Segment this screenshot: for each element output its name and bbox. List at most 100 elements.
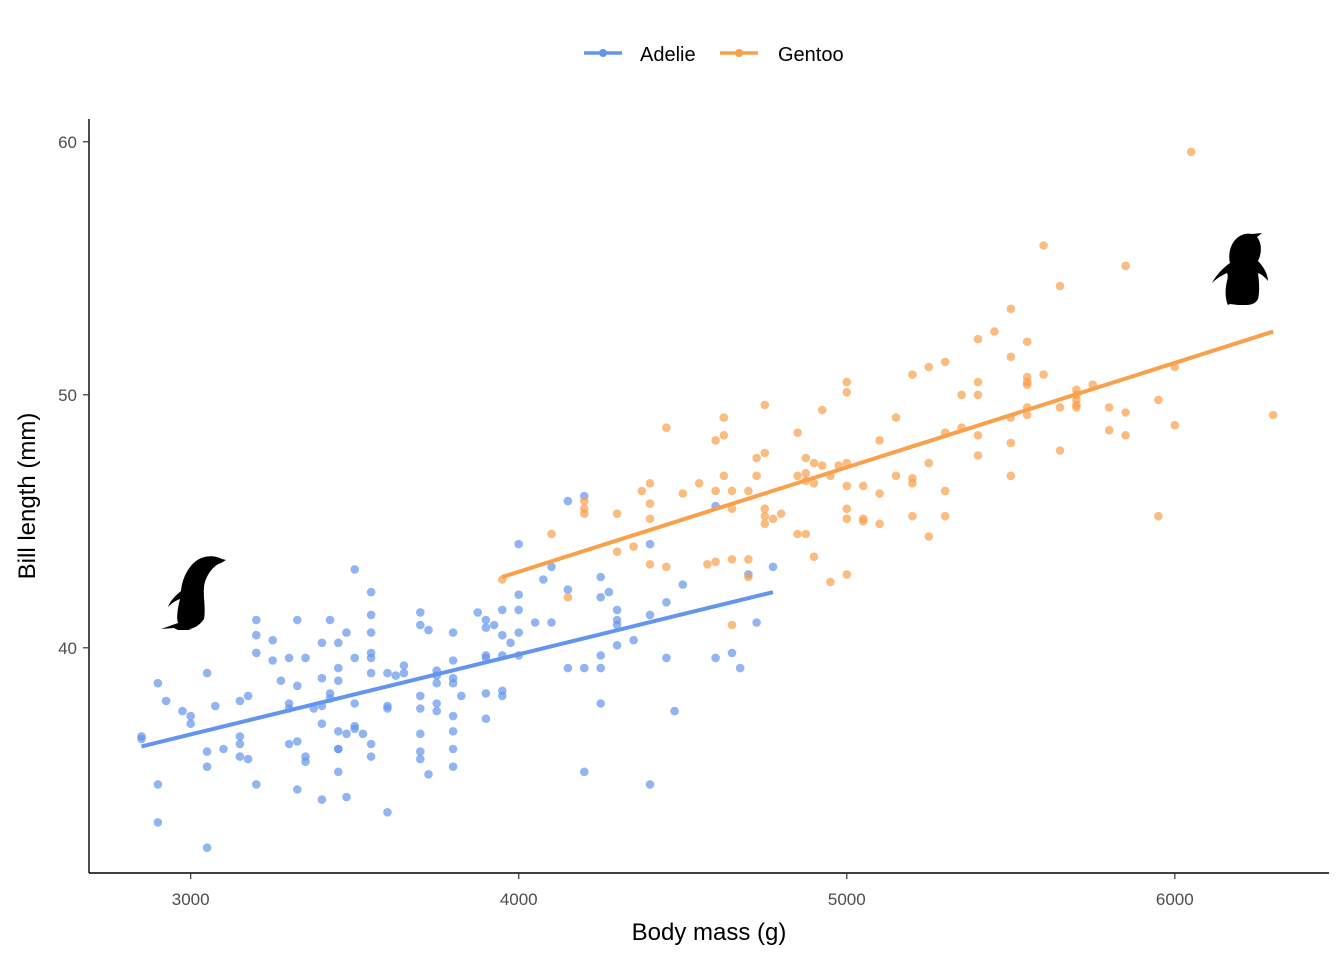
- data-point-adelie: [498, 630, 507, 640]
- trend-line-adelie: [141, 590, 774, 749]
- data-point-gentoo: [924, 532, 934, 541]
- data-point-adelie: [416, 754, 425, 764]
- data-point-adelie: [366, 628, 376, 637]
- legend-item-adelie: Adelie: [584, 44, 696, 66]
- data-point-adelie: [448, 711, 458, 721]
- y-tick-label: 60: [58, 133, 77, 152]
- data-point-adelie: [251, 780, 261, 789]
- data-point-gentoo: [793, 471, 802, 481]
- data-point-adelie: [662, 653, 671, 663]
- data-point-adelie: [350, 699, 360, 708]
- data-point-gentoo: [1154, 511, 1163, 521]
- data-point-adelie: [383, 704, 392, 713]
- data-point-adelie: [498, 691, 507, 701]
- data-point-adelie: [243, 754, 253, 764]
- data-point-adelie: [235, 752, 245, 761]
- data-point-adelie: [202, 668, 212, 678]
- data-point-adelie: [317, 673, 327, 683]
- data-point-adelie: [424, 770, 433, 779]
- data-point-adelie: [768, 562, 778, 572]
- data-point-gentoo: [793, 428, 802, 438]
- data-point-gentoo: [973, 390, 983, 400]
- data-point-adelie: [448, 727, 458, 736]
- data-point-adelie: [350, 565, 360, 574]
- data-point-adelie: [284, 653, 294, 663]
- data-point-adelie: [317, 795, 327, 804]
- data-point-adelie: [399, 661, 409, 670]
- data-point-adelie: [293, 785, 302, 794]
- data-point-gentoo: [908, 479, 917, 488]
- data-point-gentoo: [940, 511, 950, 521]
- data-point-gentoo: [1170, 420, 1180, 430]
- data-point-gentoo: [752, 471, 761, 481]
- data-point-gentoo: [637, 486, 647, 496]
- data-point-adelie: [670, 706, 679, 716]
- data-point-adelie: [391, 671, 401, 680]
- data-point-gentoo: [744, 555, 753, 564]
- data-point-adelie: [186, 719, 195, 728]
- data-point-gentoo: [973, 377, 983, 387]
- data-point-gentoo: [547, 529, 556, 539]
- data-point-adelie: [358, 729, 368, 739]
- data-point-adelie: [448, 678, 458, 688]
- data-point-gentoo: [891, 413, 901, 422]
- data-point-gentoo: [924, 458, 934, 468]
- data-point-adelie: [366, 668, 376, 678]
- data-point-adelie: [448, 744, 458, 754]
- data-point-adelie: [137, 734, 146, 744]
- data-point-gentoo: [744, 572, 753, 582]
- data-point-adelie: [612, 605, 622, 615]
- data-point-adelie: [235, 739, 245, 749]
- legend-label-gentoo: Gentoo: [778, 44, 844, 66]
- data-point-gentoo: [1006, 352, 1016, 362]
- data-point-gentoo: [719, 413, 729, 422]
- data-point-gentoo: [752, 453, 761, 463]
- data-point-gentoo: [612, 547, 622, 556]
- data-point-gentoo: [973, 431, 983, 440]
- data-point-gentoo: [1006, 304, 1016, 314]
- data-point-gentoo: [801, 453, 811, 463]
- data-point-gentoo: [1072, 403, 1081, 412]
- data-point-adelie: [489, 620, 499, 630]
- data-point-adelie: [366, 610, 376, 620]
- data-point-gentoo: [719, 431, 729, 440]
- data-point-gentoo: [760, 448, 770, 458]
- data-point-gentoo: [1104, 425, 1114, 435]
- data-point-adelie: [334, 727, 343, 736]
- data-point-gentoo: [842, 514, 852, 524]
- data-point-gentoo: [1121, 408, 1130, 417]
- data-point-adelie: [211, 701, 220, 711]
- data-point-adelie: [727, 648, 737, 658]
- axis-ticks: 3000 4000 5000 6000 40 50 60: [58, 133, 1194, 909]
- data-point-adelie: [235, 696, 245, 706]
- data-point-gentoo: [940, 486, 950, 496]
- data-point-gentoo: [678, 489, 688, 498]
- data-point-gentoo: [1022, 410, 1032, 420]
- data-point-adelie: [334, 744, 343, 754]
- trend-line-gentoo: [501, 329, 1274, 579]
- data-point-adelie: [432, 706, 442, 716]
- legend-label-adelie: Adelie: [640, 44, 696, 66]
- data-point-adelie: [612, 620, 622, 630]
- data-point-gentoo: [891, 471, 901, 481]
- y-axis-title: Bill length (mm): [14, 413, 41, 580]
- data-point-adelie: [186, 711, 195, 721]
- data-point-gentoo: [776, 509, 786, 518]
- data-point-adelie: [178, 706, 187, 716]
- data-point-gentoo: [645, 499, 655, 508]
- data-point-gentoo: [727, 620, 737, 630]
- data-point-adelie: [498, 605, 507, 615]
- data-point-gentoo: [1121, 261, 1130, 271]
- data-point-adelie: [251, 615, 261, 625]
- data-point-adelie: [334, 638, 343, 648]
- data-point-adelie: [284, 739, 294, 749]
- data-point-adelie: [481, 714, 491, 723]
- data-point-adelie: [293, 681, 302, 691]
- data-point-adelie: [580, 663, 589, 673]
- data-point-adelie: [399, 668, 409, 678]
- data-point-adelie: [752, 618, 761, 627]
- data-point-adelie: [243, 691, 253, 701]
- data-point-gentoo: [1022, 380, 1032, 390]
- data-point-adelie: [448, 656, 458, 665]
- data-point-adelie: [416, 729, 425, 739]
